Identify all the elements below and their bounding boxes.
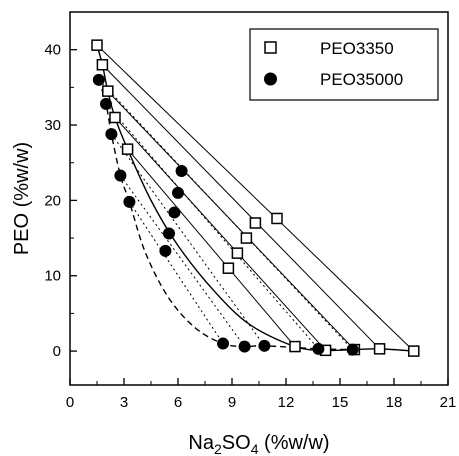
tie-line-peo3350 (127, 148, 296, 347)
y-axis-label: PEO (%w/w) (11, 142, 33, 255)
data-point-peo35000 (114, 169, 127, 182)
data-point-peo3350 (102, 85, 114, 97)
data-point-peo3350 (231, 247, 244, 259)
x-tick-label: 6 (174, 394, 182, 411)
data-point-peo35000 (100, 97, 112, 110)
legend: PEO3350 PEO35000 (249, 28, 439, 101)
tie-line-layer (96, 44, 415, 352)
tie-line-peo35000 (105, 103, 319, 350)
data-point-peo35000 (175, 164, 188, 177)
data-point-peo3350 (121, 143, 134, 155)
legend-box (249, 28, 439, 101)
x-tick-label: 0 (66, 394, 74, 411)
data-point-peo3350 (289, 340, 301, 353)
data-point-layer (91, 39, 420, 357)
axis-ticks: 0 3 6 9 12 15 18 21 0 10 20 30 40 (44, 42, 456, 411)
data-point-peo35000 (159, 244, 172, 257)
data-point-peo35000 (346, 343, 359, 356)
x-tick-label: 18 (386, 394, 403, 411)
data-point-peo3350 (373, 343, 386, 355)
data-point-peo3350 (96, 58, 109, 71)
tie-line-peo35000 (119, 175, 246, 347)
tie-line-peo35000 (110, 133, 265, 347)
y-tick-label: 40 (44, 42, 61, 59)
tie-line-peo3350 (114, 117, 326, 351)
tie-line-peo3350 (107, 90, 355, 350)
data-point-peo35000 (312, 342, 325, 355)
y-tick-label: 10 (44, 268, 61, 285)
data-point-peo35000 (217, 337, 229, 350)
data-point-peo3350 (408, 345, 420, 357)
x-tick-label: 9 (228, 394, 236, 411)
data-point-peo35000 (105, 128, 118, 141)
data-point-peo3350 (222, 262, 235, 274)
tie-line-peo3350 (102, 64, 380, 350)
data-point-peo3350 (240, 232, 253, 244)
data-point-peo3350 (91, 39, 103, 51)
tie-line-peo35000 (128, 201, 224, 344)
legend-marker-open-square (264, 41, 277, 54)
data-point-peo35000 (123, 195, 136, 208)
data-point-peo35000 (238, 340, 251, 353)
legend-entry-peo35000: PEO35000 (320, 70, 403, 89)
data-point-peo35000 (92, 73, 105, 86)
tie-line-peo3350 (96, 44, 415, 352)
legend-entry-peo3350: PEO3350 (320, 39, 394, 58)
x-axis-label: Na2SO4 (%w/w) (188, 432, 329, 456)
y-tick-label: 20 (44, 192, 61, 209)
y-tick-label: 30 (44, 117, 61, 134)
legend-marker-filled-circle (264, 72, 277, 86)
tie-line-peo35000 (98, 79, 353, 350)
data-point-peo3350 (271, 212, 283, 225)
data-point-peo3350 (249, 217, 262, 229)
data-point-peo35000 (168, 206, 181, 219)
y-tick-label: 0 (53, 343, 61, 360)
x-tick-label: 12 (278, 394, 295, 411)
data-point-peo35000 (172, 186, 184, 199)
data-point-peo35000 (258, 339, 271, 352)
data-point-peo35000 (163, 227, 175, 240)
x-tick-label: 21 (440, 394, 457, 411)
x-tick-label: 15 (332, 394, 349, 411)
data-point-peo3350 (109, 111, 121, 124)
x-tick-label: 3 (120, 394, 128, 411)
